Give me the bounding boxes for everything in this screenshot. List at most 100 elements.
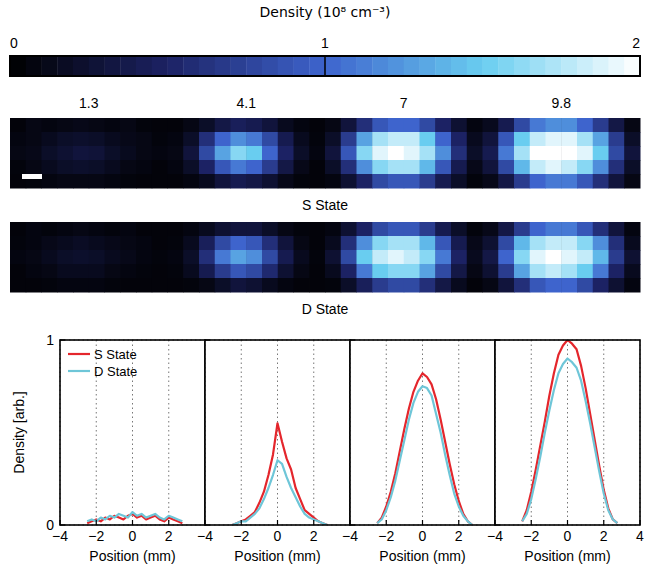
density-cell: [357, 160, 373, 175]
density-cell: [404, 160, 420, 175]
density-cell: [451, 236, 467, 251]
density-cell: [168, 278, 184, 293]
density-cell: [278, 264, 294, 279]
density-cell: [183, 132, 199, 147]
density-cell: [357, 174, 373, 189]
colorbar-segment: [168, 56, 184, 76]
density-cell: [152, 222, 168, 237]
grid-line: [422, 340, 423, 525]
density-cell: [514, 132, 530, 147]
colorbar-segment: [231, 56, 247, 76]
plot-frame: [350, 340, 495, 525]
density-cell: [372, 118, 388, 133]
plot-area: [60, 340, 205, 525]
density-cell: [498, 174, 514, 189]
density-cell: [152, 174, 168, 189]
density-cell: [199, 146, 215, 161]
x-tick: [59, 520, 60, 525]
density-cell: [10, 222, 26, 237]
density-cell: [246, 278, 262, 293]
density-cell: [483, 278, 499, 293]
x-tick-label: −4: [197, 528, 213, 544]
density-cell: [593, 278, 609, 293]
scale-bar: [22, 174, 42, 179]
colorbar-segment: [309, 56, 325, 76]
density-cell: [514, 118, 530, 133]
density-cell: [530, 264, 546, 279]
density-cell: [105, 222, 121, 237]
density-cell: [57, 132, 73, 147]
density-cell: [105, 118, 121, 133]
density-cell: [199, 132, 215, 147]
density-image: [10, 118, 168, 189]
density-cell: [309, 146, 325, 161]
density-cell: [278, 250, 294, 265]
colorbar-segment: [183, 56, 199, 76]
density-cell: [294, 132, 310, 147]
legend-swatch: [68, 370, 90, 372]
density-cell: [561, 118, 577, 133]
density-cell: [561, 278, 577, 293]
colorbar-segment: [435, 56, 451, 76]
density-cell: [593, 118, 609, 133]
density-cell: [435, 146, 451, 161]
density-cell: [609, 264, 625, 279]
density-cell: [89, 222, 105, 237]
density-cell: [530, 132, 546, 147]
colorbar-segment: [514, 56, 530, 76]
density-cell: [246, 146, 262, 161]
colorbar-tick-label: 1: [321, 35, 329, 51]
density-cell: [294, 174, 310, 189]
density-cell: [168, 118, 184, 133]
colorbar-tick: [639, 56, 641, 76]
density-cell: [215, 278, 231, 293]
density-cell: [309, 250, 325, 265]
density-cell: [246, 236, 262, 251]
density-cell: [246, 160, 262, 175]
density-cell: [136, 174, 152, 189]
density-cell: [404, 278, 420, 293]
density-cell: [231, 278, 247, 293]
density-cell: [357, 118, 373, 133]
density-cell: [435, 132, 451, 147]
profile-line: [377, 373, 472, 525]
density-cell: [152, 264, 168, 279]
density-cell: [73, 264, 89, 279]
density-cell: [609, 222, 625, 237]
density-cell: [278, 278, 294, 293]
density-cell: [561, 160, 577, 175]
density-cell: [105, 146, 121, 161]
density-cell: [136, 236, 152, 251]
y-tick: [205, 524, 210, 525]
density-cell: [530, 146, 546, 161]
grid-line: [241, 340, 242, 525]
density-cell: [372, 132, 388, 147]
density-cell: [10, 264, 26, 279]
density-cell: [262, 278, 278, 293]
density-cell: [451, 146, 467, 161]
density-cell: [246, 222, 262, 237]
density-cell: [246, 132, 262, 147]
density-cell: [120, 264, 136, 279]
density-cell: [325, 118, 341, 133]
colorbar-segment: [404, 56, 420, 76]
density-cell: [577, 160, 593, 175]
density-cell: [136, 118, 152, 133]
colorbar-segment: [624, 56, 640, 76]
y-tick: [495, 339, 500, 340]
density-cell: [309, 174, 325, 189]
density-cell: [57, 146, 73, 161]
density-cell: [498, 250, 514, 265]
density-cell: [388, 118, 404, 133]
density-cell: [231, 222, 247, 237]
density-cell: [199, 264, 215, 279]
density-cell: [404, 132, 420, 147]
density-cell: [199, 222, 215, 237]
x-tick-label: −4: [52, 528, 68, 544]
x-tick: [603, 520, 604, 525]
colorbar-frame: [10, 56, 640, 76]
density-cell: [467, 222, 483, 237]
colorbar-segment: [26, 56, 42, 76]
density-cell: [168, 264, 184, 279]
density-cell: [89, 264, 105, 279]
